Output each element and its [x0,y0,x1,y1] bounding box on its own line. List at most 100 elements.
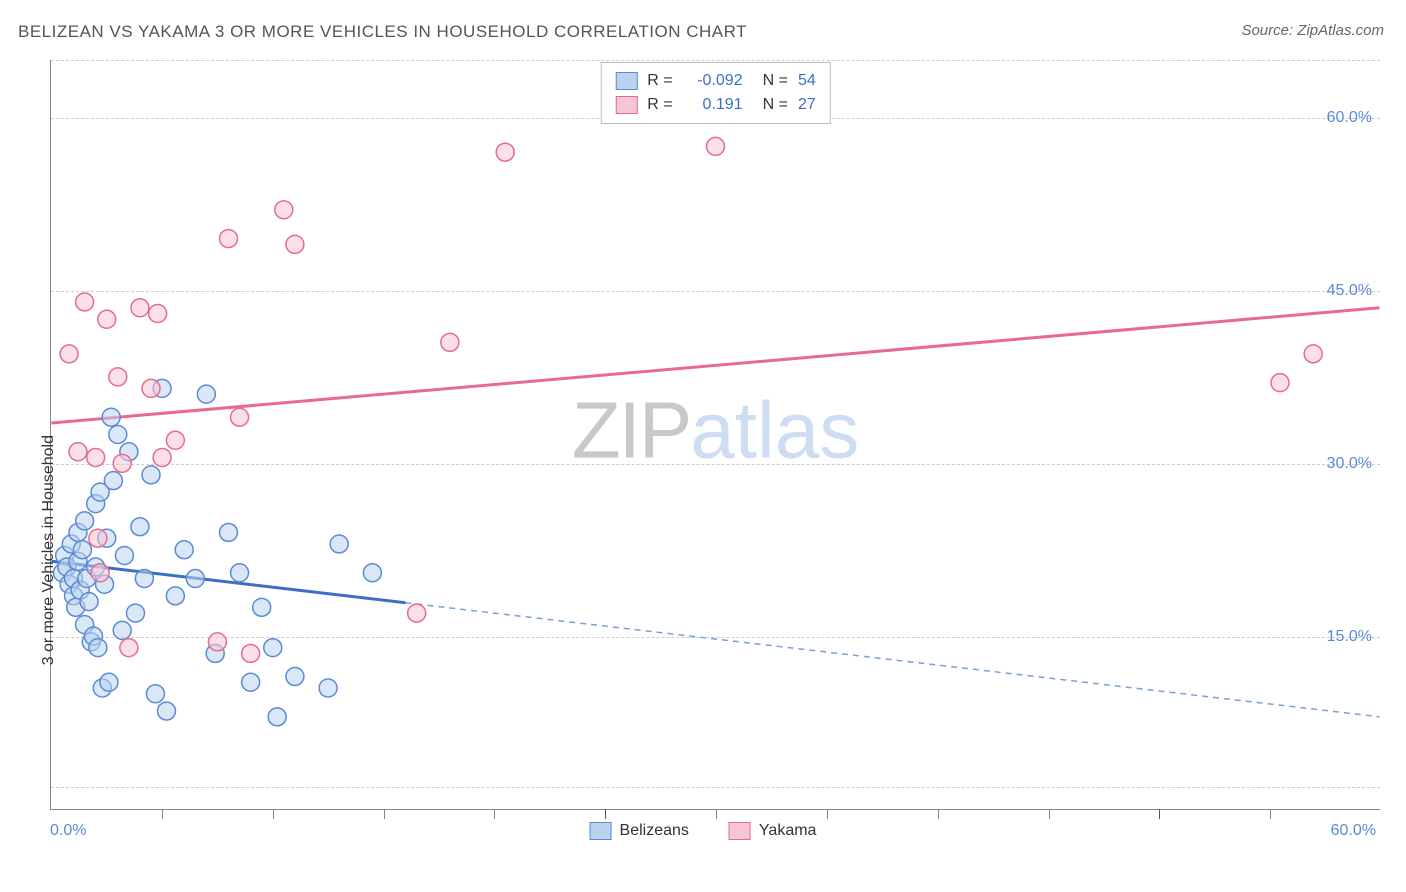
x-axis-start-label: 0.0% [50,822,86,840]
scatter-point [80,593,98,611]
x-tick-major [605,809,606,819]
stats-legend-box: R = -0.092 N = 54 R = 0.191 N = 27 [600,62,830,124]
scatter-point [142,379,160,397]
scatter-point [69,443,87,461]
scatter-point [231,564,249,582]
scatter-point [60,345,78,363]
scatter-point [363,564,381,582]
x-tick-major [1159,809,1160,819]
r-value-0: -0.092 [683,69,743,93]
x-tick-minor [716,809,717,819]
y-tick-label: 15.0% [1327,628,1372,646]
scatter-point [146,685,164,703]
legend-swatch-yakama [729,822,751,840]
scatter-point [441,333,459,351]
scatter-point [89,639,107,657]
regression-line-dashed [406,603,1380,717]
x-tick-minor [827,809,828,819]
scatter-point [707,137,725,155]
y-tick-label: 45.0% [1327,282,1372,300]
scatter-point [120,639,138,657]
scatter-point [166,431,184,449]
scatter-point [286,667,304,685]
scatter-point [253,598,271,616]
regression-line-solid [51,308,1379,423]
y-tick-label: 30.0% [1327,455,1372,473]
x-tick-minor [938,809,939,819]
scatter-point [319,679,337,697]
bottom-legend: Belizeans Yakama [590,822,817,840]
x-tick-minor [384,809,385,819]
y-tick-label: 60.0% [1327,109,1372,127]
scatter-point [286,235,304,253]
scatter-point [166,587,184,605]
scatter-point [109,368,127,386]
scatter-point [104,472,122,490]
scatter-point [268,708,286,726]
legend-item-yakama: Yakama [729,822,817,840]
scatter-point [496,143,514,161]
scatter-point [98,310,116,328]
scatter-point [275,201,293,219]
scatter-point [115,547,133,565]
scatter-point [91,564,109,582]
scatter-point [186,570,204,588]
scatter-point [1271,374,1289,392]
scatter-point [73,541,91,559]
scatter-point [153,449,171,467]
stats-row-yakama: R = 0.191 N = 27 [615,93,815,117]
scatter-point [175,541,193,559]
scatter-point [197,385,215,403]
n-value-0: 54 [798,69,816,93]
x-tick-minor [1270,809,1271,819]
scatter-point [158,702,176,720]
scatter-point [242,644,260,662]
n-label-1: N = [763,93,788,117]
scatter-point [76,512,94,530]
scatter-point [219,230,237,248]
x-tick-minor [273,809,274,819]
scatter-point [135,570,153,588]
r-label-1: R = [647,93,672,117]
r-label-0: R = [647,69,672,93]
chart-svg [51,60,1380,809]
scatter-point [109,426,127,444]
scatter-point [131,299,149,317]
chart-title: BELIZEAN VS YAKAMA 3 OR MORE VEHICLES IN… [18,22,747,42]
scatter-point [127,604,145,622]
scatter-point [76,293,94,311]
legend-swatch-belizeans [590,822,612,840]
chart-container: BELIZEAN VS YAKAMA 3 OR MORE VEHICLES IN… [0,0,1406,892]
scatter-point [242,673,260,691]
x-axis-end-label: 60.0% [1331,822,1376,840]
scatter-point [330,535,348,553]
swatch-belizeans [615,72,637,90]
scatter-point [231,408,249,426]
scatter-point [87,449,105,467]
x-tick-minor [1049,809,1050,819]
x-tick-minor [494,809,495,819]
scatter-point [408,604,426,622]
scatter-point [1304,345,1322,363]
scatter-point [89,529,107,547]
n-label-0: N = [763,69,788,93]
legend-label-yakama: Yakama [759,822,817,840]
source-attribution: Source: ZipAtlas.com [1241,22,1384,39]
scatter-point [149,305,167,323]
scatter-point [142,466,160,484]
legend-label-belizeans: Belizeans [620,822,689,840]
r-value-1: 0.191 [683,93,743,117]
scatter-point [131,518,149,536]
scatter-point [113,454,131,472]
plot-area: 3 or more Vehicles in Household ZIPatlas… [50,60,1380,810]
x-tick-minor [162,809,163,819]
stats-row-belizeans: R = -0.092 N = 54 [615,69,815,93]
scatter-point [100,673,118,691]
n-value-1: 27 [798,93,816,117]
scatter-point [208,633,226,651]
scatter-point [264,639,282,657]
scatter-point [113,621,131,639]
scatter-point [219,523,237,541]
legend-item-belizeans: Belizeans [590,822,689,840]
swatch-yakama [615,96,637,114]
